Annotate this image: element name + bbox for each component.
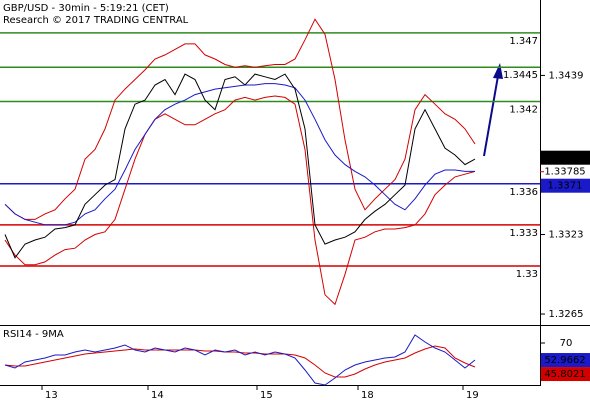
x-tick-label: 19 (466, 390, 479, 400)
y-tick-label: 70 (560, 338, 573, 349)
level-label: 1.333 (509, 228, 538, 239)
level-label: 1.336 (509, 187, 538, 198)
series-line (4, 73, 476, 259)
x-tick-label: 15 (260, 390, 273, 400)
price-tag-label: 1.3379 (548, 153, 583, 164)
level-label: 1.347 (509, 36, 538, 47)
series-line (4, 334, 476, 386)
y-tick-label: 1.3265 (549, 309, 584, 320)
x-tick-label: 18 (361, 390, 374, 400)
price-tag-label: 1.33785 (544, 167, 585, 178)
level-label: 1.33 (516, 269, 538, 280)
price-tag-box (541, 178, 590, 193)
series-line (4, 18, 476, 220)
x-tick-label: 14 (151, 390, 164, 400)
chart-title: GBP/USD - 30min - 5:19:21 (CET) (3, 3, 169, 14)
series-line (4, 95, 476, 306)
level-label: 1.342 (509, 104, 538, 115)
x-tick-label: 13 (45, 390, 58, 400)
level-label: 1.3445 (503, 70, 538, 81)
price-tag-label: 52.9662 (544, 355, 585, 366)
chart-subtitle: Research © 2017 TRADING CENTRAL (3, 15, 189, 26)
price-tag-box (541, 367, 590, 382)
y-tick-label: 1.3439 (549, 70, 584, 81)
rsi-title: RSI14 - 9MA (3, 329, 64, 340)
price-tag-box (541, 150, 590, 165)
series-line (4, 83, 475, 226)
price-tag-box (541, 353, 590, 368)
y-tick-label: 1.3323 (549, 229, 584, 240)
price-tag-label: 45.8021 (544, 369, 585, 380)
price-tag-label: 1.3371 (548, 181, 583, 192)
